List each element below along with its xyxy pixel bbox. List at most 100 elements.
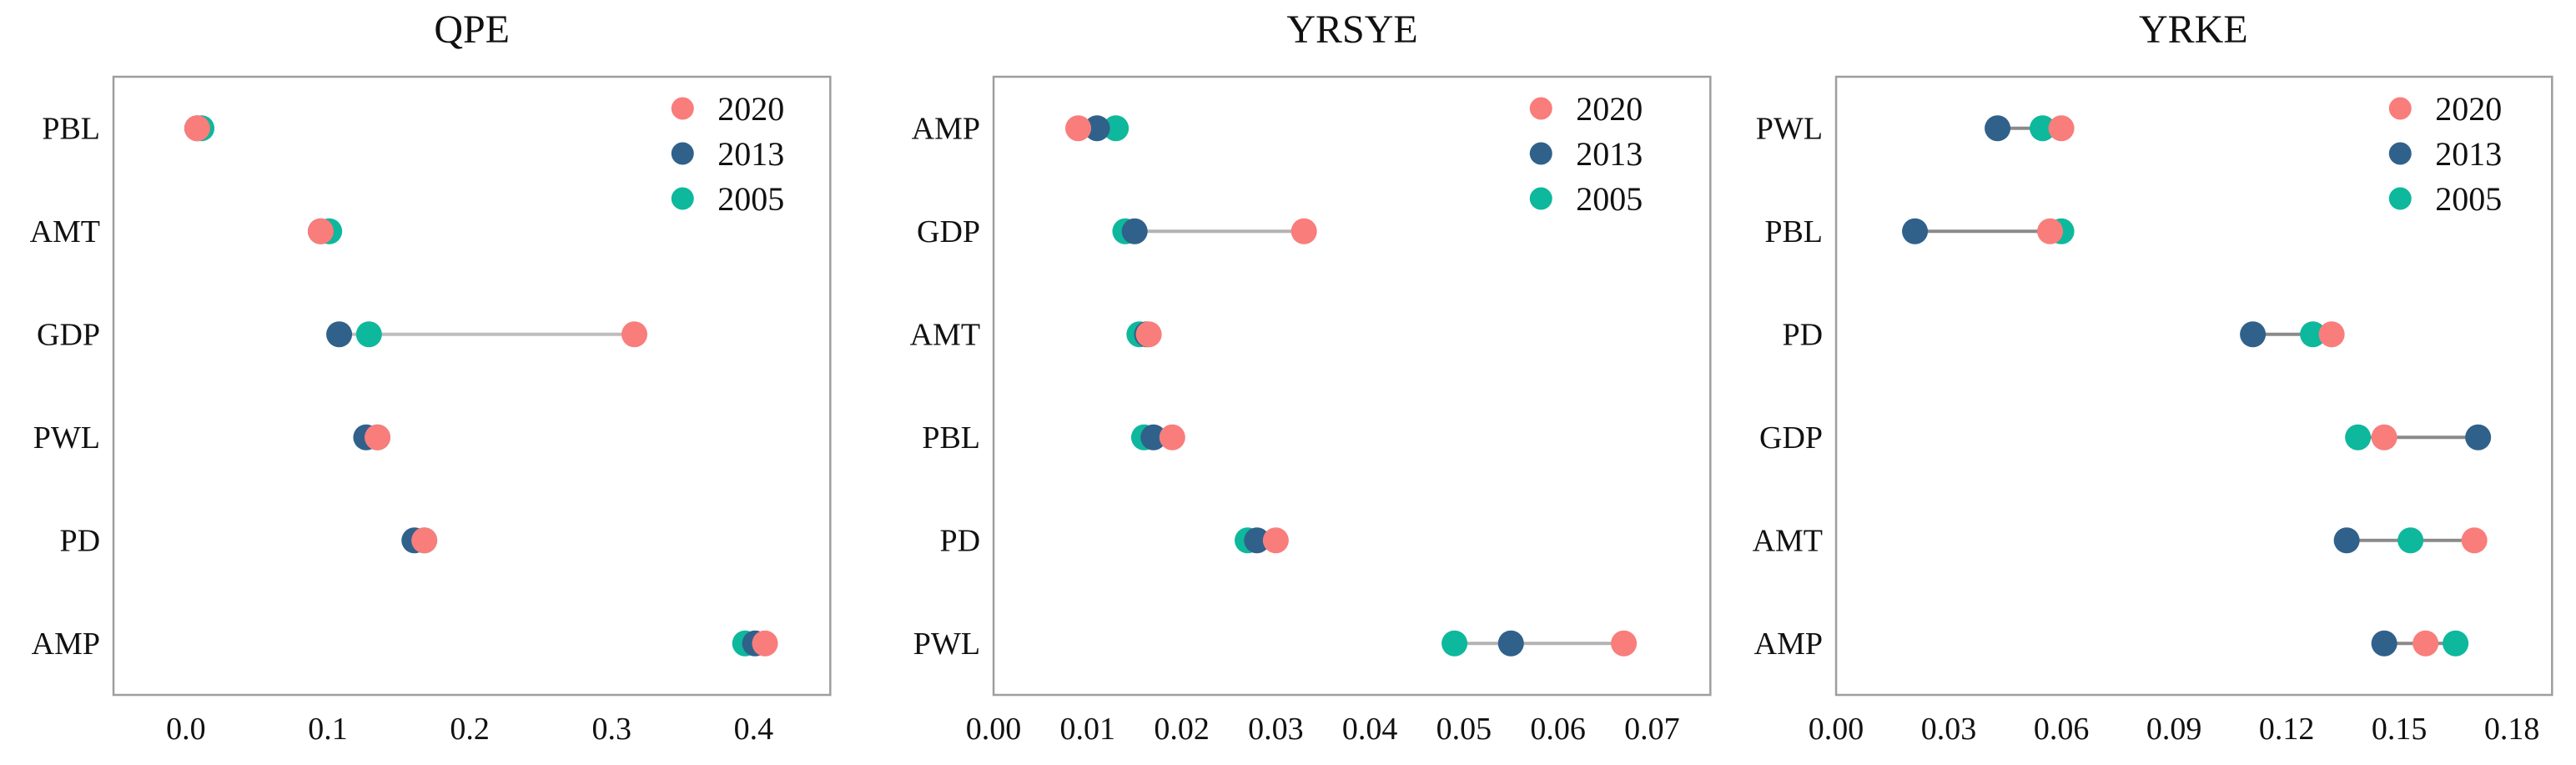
dot-2005-PWL	[1441, 630, 1468, 657]
category-label-PD: PD	[1782, 318, 1823, 353]
legend-swatch-2013	[2388, 142, 2412, 165]
dot-2020-AMT	[307, 218, 334, 244]
legend-label-2005: 2005	[1577, 180, 1643, 218]
dot-2020-PD	[1263, 527, 1290, 554]
dot-2005-PD	[2299, 321, 2326, 348]
legend-swatch-2020	[2388, 97, 2412, 120]
dot-2020-AMP	[752, 630, 778, 657]
category-label-PWL: PWL	[33, 420, 100, 455]
dot-plot-canvas-qpe: PBL AMT GDP PWL PD AMP 0.0 0.1 0.2 0.3 0.4 2020 2013…	[30, 75, 832, 747]
dot-2020-AMP	[1065, 115, 1092, 142]
category-label-PBL: PBL	[923, 420, 981, 455]
category-label-AMT: AMT	[1752, 524, 1822, 559]
category-label-AMP: AMP	[912, 112, 980, 147]
dot-2020-GDP	[2371, 424, 2397, 450]
x-tick-label: 0.01	[1060, 712, 1116, 747]
dot-2013-PD	[2239, 321, 2266, 348]
x-tick-label: 0.18	[2484, 712, 2540, 747]
dot-2020-PBL	[184, 115, 210, 142]
dot-2005-AMP	[1103, 115, 1130, 142]
legend-swatch-2005	[1530, 187, 1553, 210]
legend-label-2013: 2013	[2435, 135, 2502, 173]
x-tick-label: 0.03	[1920, 712, 1976, 747]
legend-swatch-2020	[671, 97, 694, 120]
legend-label-2020: 2020	[2435, 90, 2502, 128]
category-label-GDP: GDP	[917, 214, 980, 249]
x-tick-label: 0.00	[966, 712, 1022, 747]
dot-2005-PWL	[2029, 115, 2055, 142]
dot-2020-AMP	[2412, 630, 2438, 657]
category-label-PWL: PWL	[1755, 112, 1822, 147]
x-tick-label: 0.12	[2259, 712, 2315, 747]
plot-border	[1834, 75, 2553, 697]
legend-swatch-2005	[2388, 187, 2412, 210]
dot-plot-canvas-yrsye: AMP GDP AMT PBL PD PWL 0.00 0.01 0.02 0.03 0.04 0.0…	[910, 75, 1712, 747]
dot-2020-PD	[2318, 321, 2345, 348]
dot-2020-AMT	[1135, 321, 1162, 348]
category-label-PD: PD	[59, 524, 100, 559]
category-label-PBL: PBL	[42, 112, 100, 147]
dot-2013-AMP	[1084, 115, 1110, 142]
x-tick-label: 0.09	[2146, 712, 2202, 747]
dot-2020-PBL	[2036, 218, 2063, 244]
dot-2020-PWL	[1611, 630, 1638, 657]
category-label-GDP: GDP	[1759, 420, 1823, 455]
dot-2013-PD	[1244, 527, 1270, 554]
x-tick-label: 0.04	[1342, 712, 1398, 747]
dot-2005-AMT	[2397, 527, 2423, 554]
dot-2013-PWL	[1498, 630, 1525, 657]
category-label-PBL: PBL	[1764, 214, 1823, 249]
dot-2013-GDP	[326, 321, 353, 348]
dot-2013-GDP	[1122, 218, 1149, 244]
legend-swatch-2005	[671, 187, 694, 210]
dot-2020-GDP	[621, 321, 648, 348]
dot-2020-AMT	[2461, 527, 2488, 554]
x-tick-label: 0.03	[1248, 712, 1304, 747]
dot-2013-PWL	[1984, 115, 2010, 142]
dot-2005-AMP	[2442, 630, 2468, 657]
legend-swatch-2013	[671, 142, 694, 165]
legend-label-2013: 2013	[717, 135, 784, 173]
legend-label-2005: 2005	[717, 180, 784, 218]
dot-2013-AMT	[2333, 527, 2360, 554]
x-tick-label: 0.4	[734, 712, 774, 747]
dot-2020-PD	[411, 527, 438, 554]
category-label-AMP: AMP	[32, 627, 100, 662]
x-tick-label: 0.06	[2033, 712, 2089, 747]
x-tick-label: 0.02	[1155, 712, 1210, 747]
legend-swatch-2013	[1530, 142, 1553, 165]
x-tick-label: 0.3	[592, 712, 632, 747]
x-tick-label: 0.05	[1436, 712, 1492, 747]
dot-2005-GDP	[2344, 424, 2371, 450]
chart-panel-qpe: QPE PBL AMT GDP PWL PD AMP 0.0 0.1 0.2 0.3 0.4 2020…	[0, 0, 858, 765]
legend-label-2005: 2005	[2435, 180, 2502, 218]
chart-panel-yrke: YRKE PWL PBL PD GDP AMT AMP 0.00 0.03 0.06 0.09 0.…	[1718, 0, 2576, 765]
dot-2013-PBL	[1140, 424, 1167, 450]
plot-border	[993, 75, 1712, 697]
category-label-GDP: GDP	[37, 318, 100, 353]
dot-2005-GDP	[355, 321, 382, 348]
chart-title: QPE	[434, 8, 510, 52]
chart-title: YRSYE	[1286, 8, 1418, 52]
dot-2020-PWL	[2048, 115, 2075, 142]
dot-2020-PBL	[1160, 424, 1186, 450]
chart-panel-yrsye: YRSYE AMP GDP AMT PBL PD PWL 0.00 0.01 0.02 0.03 0…	[858, 0, 1717, 765]
category-label-PWL: PWL	[913, 627, 980, 662]
dot-2013-AMP	[2371, 630, 2397, 657]
chart-title: YRKE	[2138, 8, 2248, 52]
x-tick-label: 0.1	[308, 712, 348, 747]
legend-swatch-2020	[1530, 97, 1553, 120]
category-label-AMP: AMP	[1753, 627, 1822, 662]
x-tick-label: 0.07	[1624, 712, 1680, 747]
legend-label-2013: 2013	[1577, 135, 1643, 173]
x-tick-label: 0.0	[166, 712, 206, 747]
plot-border	[112, 75, 832, 697]
dot-2020-PWL	[365, 424, 391, 450]
x-tick-label: 0.00	[1808, 712, 1864, 747]
legend-label-2020: 2020	[717, 90, 784, 128]
category-label-PD: PD	[940, 524, 981, 559]
dot-2013-PBL	[1901, 218, 1928, 244]
x-tick-label: 0.2	[450, 712, 490, 747]
x-tick-label: 0.06	[1531, 712, 1587, 747]
